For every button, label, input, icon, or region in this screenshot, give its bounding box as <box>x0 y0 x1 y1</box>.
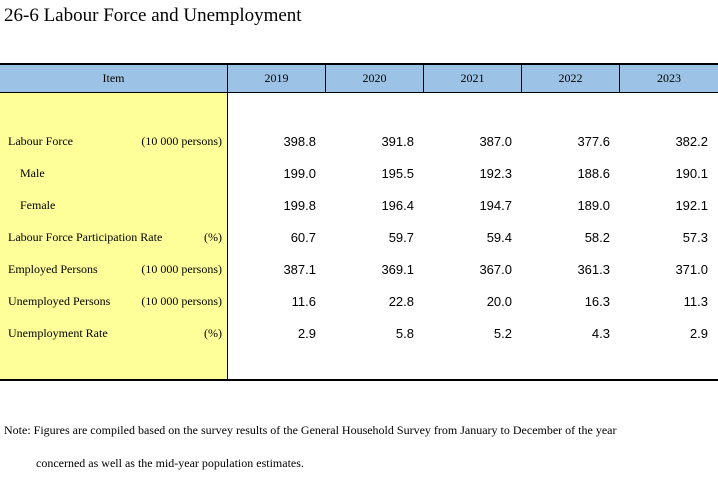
table-cell: 22.8 <box>388 294 414 309</box>
table-cell: 5.8 <box>395 326 414 341</box>
row-unit: (10 000 persons) <box>141 262 222 276</box>
table-cell: 57.3 <box>682 230 708 245</box>
table-cell: 391.8 <box>381 134 414 149</box>
row-label-column <box>0 93 228 381</box>
year-header-2023: 2023 <box>620 63 718 93</box>
row-label: Labour Force <box>8 134 73 148</box>
table-cell: 382.2 <box>675 134 708 149</box>
table-cell: 387.0 <box>479 134 512 149</box>
table-cell: 188.6 <box>577 166 610 181</box>
page-title: 26-6 Labour Force and Unemployment <box>4 5 302 26</box>
row-label: Female <box>20 198 56 212</box>
item-header: Item <box>0 63 228 93</box>
table-cell: 192.1 <box>675 198 708 213</box>
row-label: Unemployment Rate <box>8 326 108 340</box>
table-cell: 2.9 <box>297 326 316 341</box>
table-row: Female 199.8 196.4 194.7 189.0 192.1 <box>0 190 718 222</box>
table-cell: 5.2 <box>493 326 512 341</box>
note-line-1: Note: Figures are compiled based on the … <box>4 423 617 437</box>
table-cell: 398.8 <box>283 134 316 149</box>
table-cell: 59.7 <box>388 230 414 245</box>
table-cell: 190.1 <box>675 166 708 181</box>
table-cell: 60.7 <box>290 230 316 245</box>
labour-table: Item 2019 2020 2021 2022 2023 Labour For… <box>0 63 718 381</box>
table-cell: 195.5 <box>381 166 414 181</box>
row-unit: (%) <box>204 230 222 244</box>
year-header-2020: 2020 <box>326 63 424 93</box>
table-cell: 199.8 <box>283 198 316 213</box>
table-row: Labour Force Participation Rate (%) 60.7 59… <box>0 222 718 254</box>
table-cell: 367.0 <box>479 262 512 277</box>
row-label: Labour Force Participation Rate <box>8 230 163 244</box>
row-label: Male <box>20 166 45 180</box>
table-row: Employed Persons (10 000 persons) 387.1 369… <box>0 254 718 286</box>
table-cell: 387.1 <box>283 262 316 277</box>
table-cell: 369.1 <box>381 262 414 277</box>
table-row: Unemployed Persons (10 000 persons) 11.6 22… <box>0 286 718 318</box>
table-row: Unemployment Rate (%) 2.9 5.8 5.2 4.3 2.9 <box>0 318 718 350</box>
table-row: Labour Force (10 000 persons) 398.8 391.8 38… <box>0 126 718 158</box>
table-cell: 377.6 <box>577 134 610 149</box>
row-unit: (10 000 persons) <box>141 294 222 308</box>
row-label: Unemployed Persons <box>8 294 111 308</box>
table-cell: 192.3 <box>479 166 512 181</box>
year-header-2021: 2021 <box>424 63 522 93</box>
table-cell: 199.0 <box>283 166 316 181</box>
table-cell: 361.3 <box>577 262 610 277</box>
table-cell: 2.9 <box>689 326 708 341</box>
year-header-2022: 2022 <box>522 63 620 93</box>
table-cell: 58.2 <box>584 230 610 245</box>
table-cell: 16.3 <box>584 294 610 309</box>
table-cell: 11.6 <box>291 294 316 309</box>
table-cell: 59.4 <box>486 230 512 245</box>
table-cell: 189.0 <box>577 198 610 213</box>
table-cell: 371.0 <box>675 262 708 277</box>
note-line-2: concerned as well as the mid-year popula… <box>36 456 304 470</box>
table-row: Male 199.0 195.5 192.3 188.6 190.1 <box>0 158 718 190</box>
row-unit: (10 000 persons) <box>141 134 222 148</box>
table-bottom-rule <box>0 379 718 381</box>
table-cell: 11.3 <box>683 294 708 309</box>
table-cell: 4.3 <box>591 326 610 341</box>
table-cell: 196.4 <box>381 198 414 213</box>
row-unit: (%) <box>204 326 222 340</box>
year-header-2019: 2019 <box>228 63 326 93</box>
table-cell: 194.7 <box>479 198 512 213</box>
row-label: Employed Persons <box>8 262 98 276</box>
table-cell: 20.0 <box>486 294 512 309</box>
